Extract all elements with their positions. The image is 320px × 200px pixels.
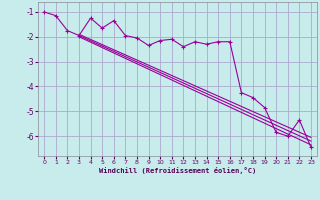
X-axis label: Windchill (Refroidissement éolien,°C): Windchill (Refroidissement éolien,°C) bbox=[99, 167, 256, 174]
